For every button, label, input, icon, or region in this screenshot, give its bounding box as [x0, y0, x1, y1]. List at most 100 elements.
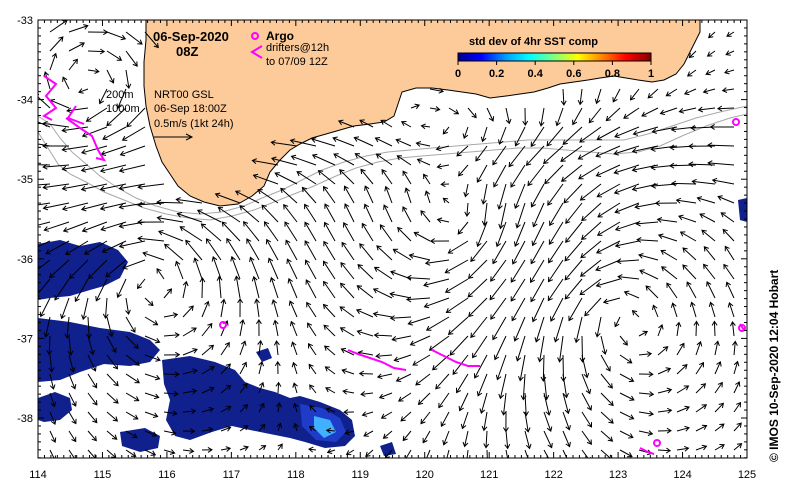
- current-arrow: [703, 263, 716, 280]
- current-arrow: [87, 373, 98, 389]
- current-arrow: [125, 430, 138, 439]
- current-arrow: [304, 259, 317, 280]
- current-arrow: [182, 305, 194, 318]
- current-arrow: [435, 373, 450, 390]
- current-arrow: [695, 361, 705, 375]
- current-arrow: [581, 392, 592, 411]
- current-arrow: [64, 316, 71, 339]
- current-arrow: [339, 282, 355, 299]
- current-arrow: [670, 180, 697, 187]
- current-arrow: [323, 221, 336, 242]
- current-arrow: [476, 164, 488, 183]
- current-arrow: [68, 430, 77, 443]
- current-arrow: [144, 392, 160, 400]
- current-arrow: [500, 392, 507, 416]
- argo-float: [219, 321, 227, 329]
- current-arrow: [284, 221, 298, 242]
- current-arrow: [87, 430, 97, 442]
- current-arrow: [144, 449, 157, 456]
- current-arrow: [619, 335, 628, 346]
- current-arrow: [196, 209, 222, 223]
- current-arrow: [255, 318, 262, 337]
- current-arrow: [423, 297, 450, 309]
- current-arrow: [261, 204, 279, 223]
- current-arrow: [258, 381, 265, 394]
- current-arrow: [344, 203, 355, 223]
- current-arrow: [125, 297, 131, 316]
- current-arrow: [304, 221, 317, 242]
- current-arrow: [358, 370, 374, 377]
- current-arrow: [382, 430, 393, 439]
- current-arrow: [486, 107, 495, 122]
- current-arrow: [49, 392, 57, 408]
- current-arrow: [483, 430, 490, 449]
- drifter-track: [639, 447, 655, 455]
- current-arrow: [81, 126, 108, 138]
- current-arrow: [185, 239, 203, 261]
- current-arrow: [87, 259, 108, 280]
- drifter-tracks: [42, 75, 745, 455]
- current-arrow: [68, 259, 89, 280]
- current-arrow: [392, 248, 412, 261]
- current-arrow: [733, 381, 741, 394]
- current-arrow: [373, 332, 393, 339]
- isobath-1000m: [38, 113, 747, 221]
- current-arrow: [353, 136, 374, 147]
- current-arrow: [48, 354, 55, 373]
- current-arrow: [116, 88, 127, 110]
- x-tick-label: 124: [673, 469, 691, 481]
- current-arrow: [466, 449, 469, 458]
- current-arrow: [49, 449, 56, 458]
- current-arrow: [438, 392, 450, 409]
- current-arrow: [537, 335, 545, 363]
- current-arrow: [106, 335, 117, 354]
- current-arrow: [182, 408, 197, 415]
- y-axis-labels: -33 -34 -35 -36 -37 -38: [17, 15, 33, 425]
- current-arrow: [182, 280, 189, 299]
- current-arrow: [105, 259, 127, 278]
- current-arrow: [693, 320, 700, 337]
- current-arrow: [550, 297, 564, 322]
- current-arrow: [163, 410, 178, 417]
- current-arrow: [254, 298, 260, 318]
- current-arrow: [449, 335, 469, 356]
- current-arrow: [42, 202, 70, 211]
- current-arrow: [308, 363, 317, 375]
- isobath-200m: [38, 105, 747, 215]
- current-arrow: [578, 164, 602, 180]
- current-arrow: [682, 264, 697, 280]
- current-arrow: [395, 373, 412, 382]
- current-arrow: [339, 169, 355, 185]
- current-arrow: [695, 404, 708, 413]
- current-arrow: [408, 253, 431, 261]
- argo-float: [738, 324, 746, 332]
- credit-text: © IMOS 10-Sep-2020 12:04 Hobart: [767, 270, 781, 462]
- current-arrow: [464, 202, 471, 217]
- current-arrow: [42, 183, 70, 190]
- current-arrow: [492, 240, 507, 265]
- current-arrow: [61, 183, 89, 191]
- current-arrow: [271, 299, 279, 318]
- current-arrow: [565, 202, 583, 225]
- current-arrow: [565, 221, 583, 244]
- current-arrow: [305, 279, 317, 299]
- current-arrow: [163, 371, 180, 378]
- current-arrow: [666, 282, 678, 299]
- current-arrow: [66, 107, 89, 114]
- current-arrow: [657, 447, 672, 454]
- current-arrow: [560, 164, 583, 182]
- current-arrow: [174, 260, 184, 280]
- current-arrow: [480, 126, 488, 143]
- current-arrow: [703, 246, 716, 261]
- current-arrow: [291, 361, 298, 375]
- current-arrow: [304, 240, 317, 261]
- current-arrow: [61, 202, 89, 212]
- colorbar-tick-label: 0.6: [566, 68, 581, 80]
- current-arrow: [562, 126, 583, 145]
- isobath-contours: [38, 105, 747, 221]
- current-arrow: [379, 224, 393, 242]
- colorbar-title: std dev of 4hr SST comp: [469, 36, 598, 48]
- current-arrow: [325, 387, 336, 394]
- current-arrow: [596, 126, 621, 141]
- current-arrow: [42, 163, 70, 170]
